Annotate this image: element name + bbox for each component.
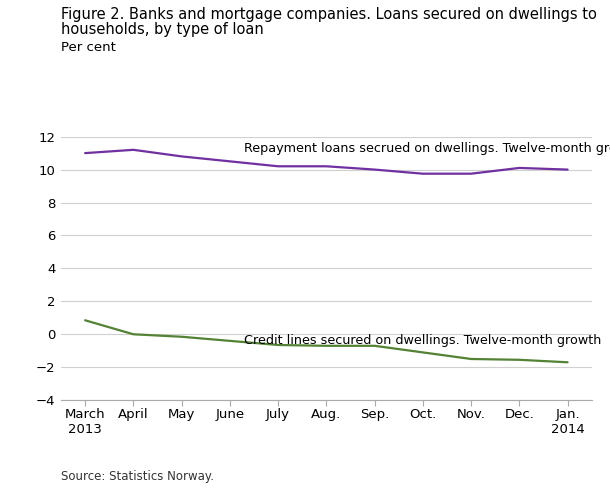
Text: Per cent: Per cent (61, 41, 116, 55)
Text: Source: Statistics Norway.: Source: Statistics Norway. (61, 470, 214, 483)
Text: Credit lines secured on dwellings. Twelve-month growth: Credit lines secured on dwellings. Twelv… (245, 333, 601, 346)
Text: Figure 2. Banks and mortgage companies. Loans secured on dwellings to: Figure 2. Banks and mortgage companies. … (61, 7, 597, 22)
Text: Repayment loans secrued on dwellings. Twelve-month growth: Repayment loans secrued on dwellings. Tw… (245, 142, 610, 156)
Text: households, by type of loan: households, by type of loan (61, 22, 264, 37)
